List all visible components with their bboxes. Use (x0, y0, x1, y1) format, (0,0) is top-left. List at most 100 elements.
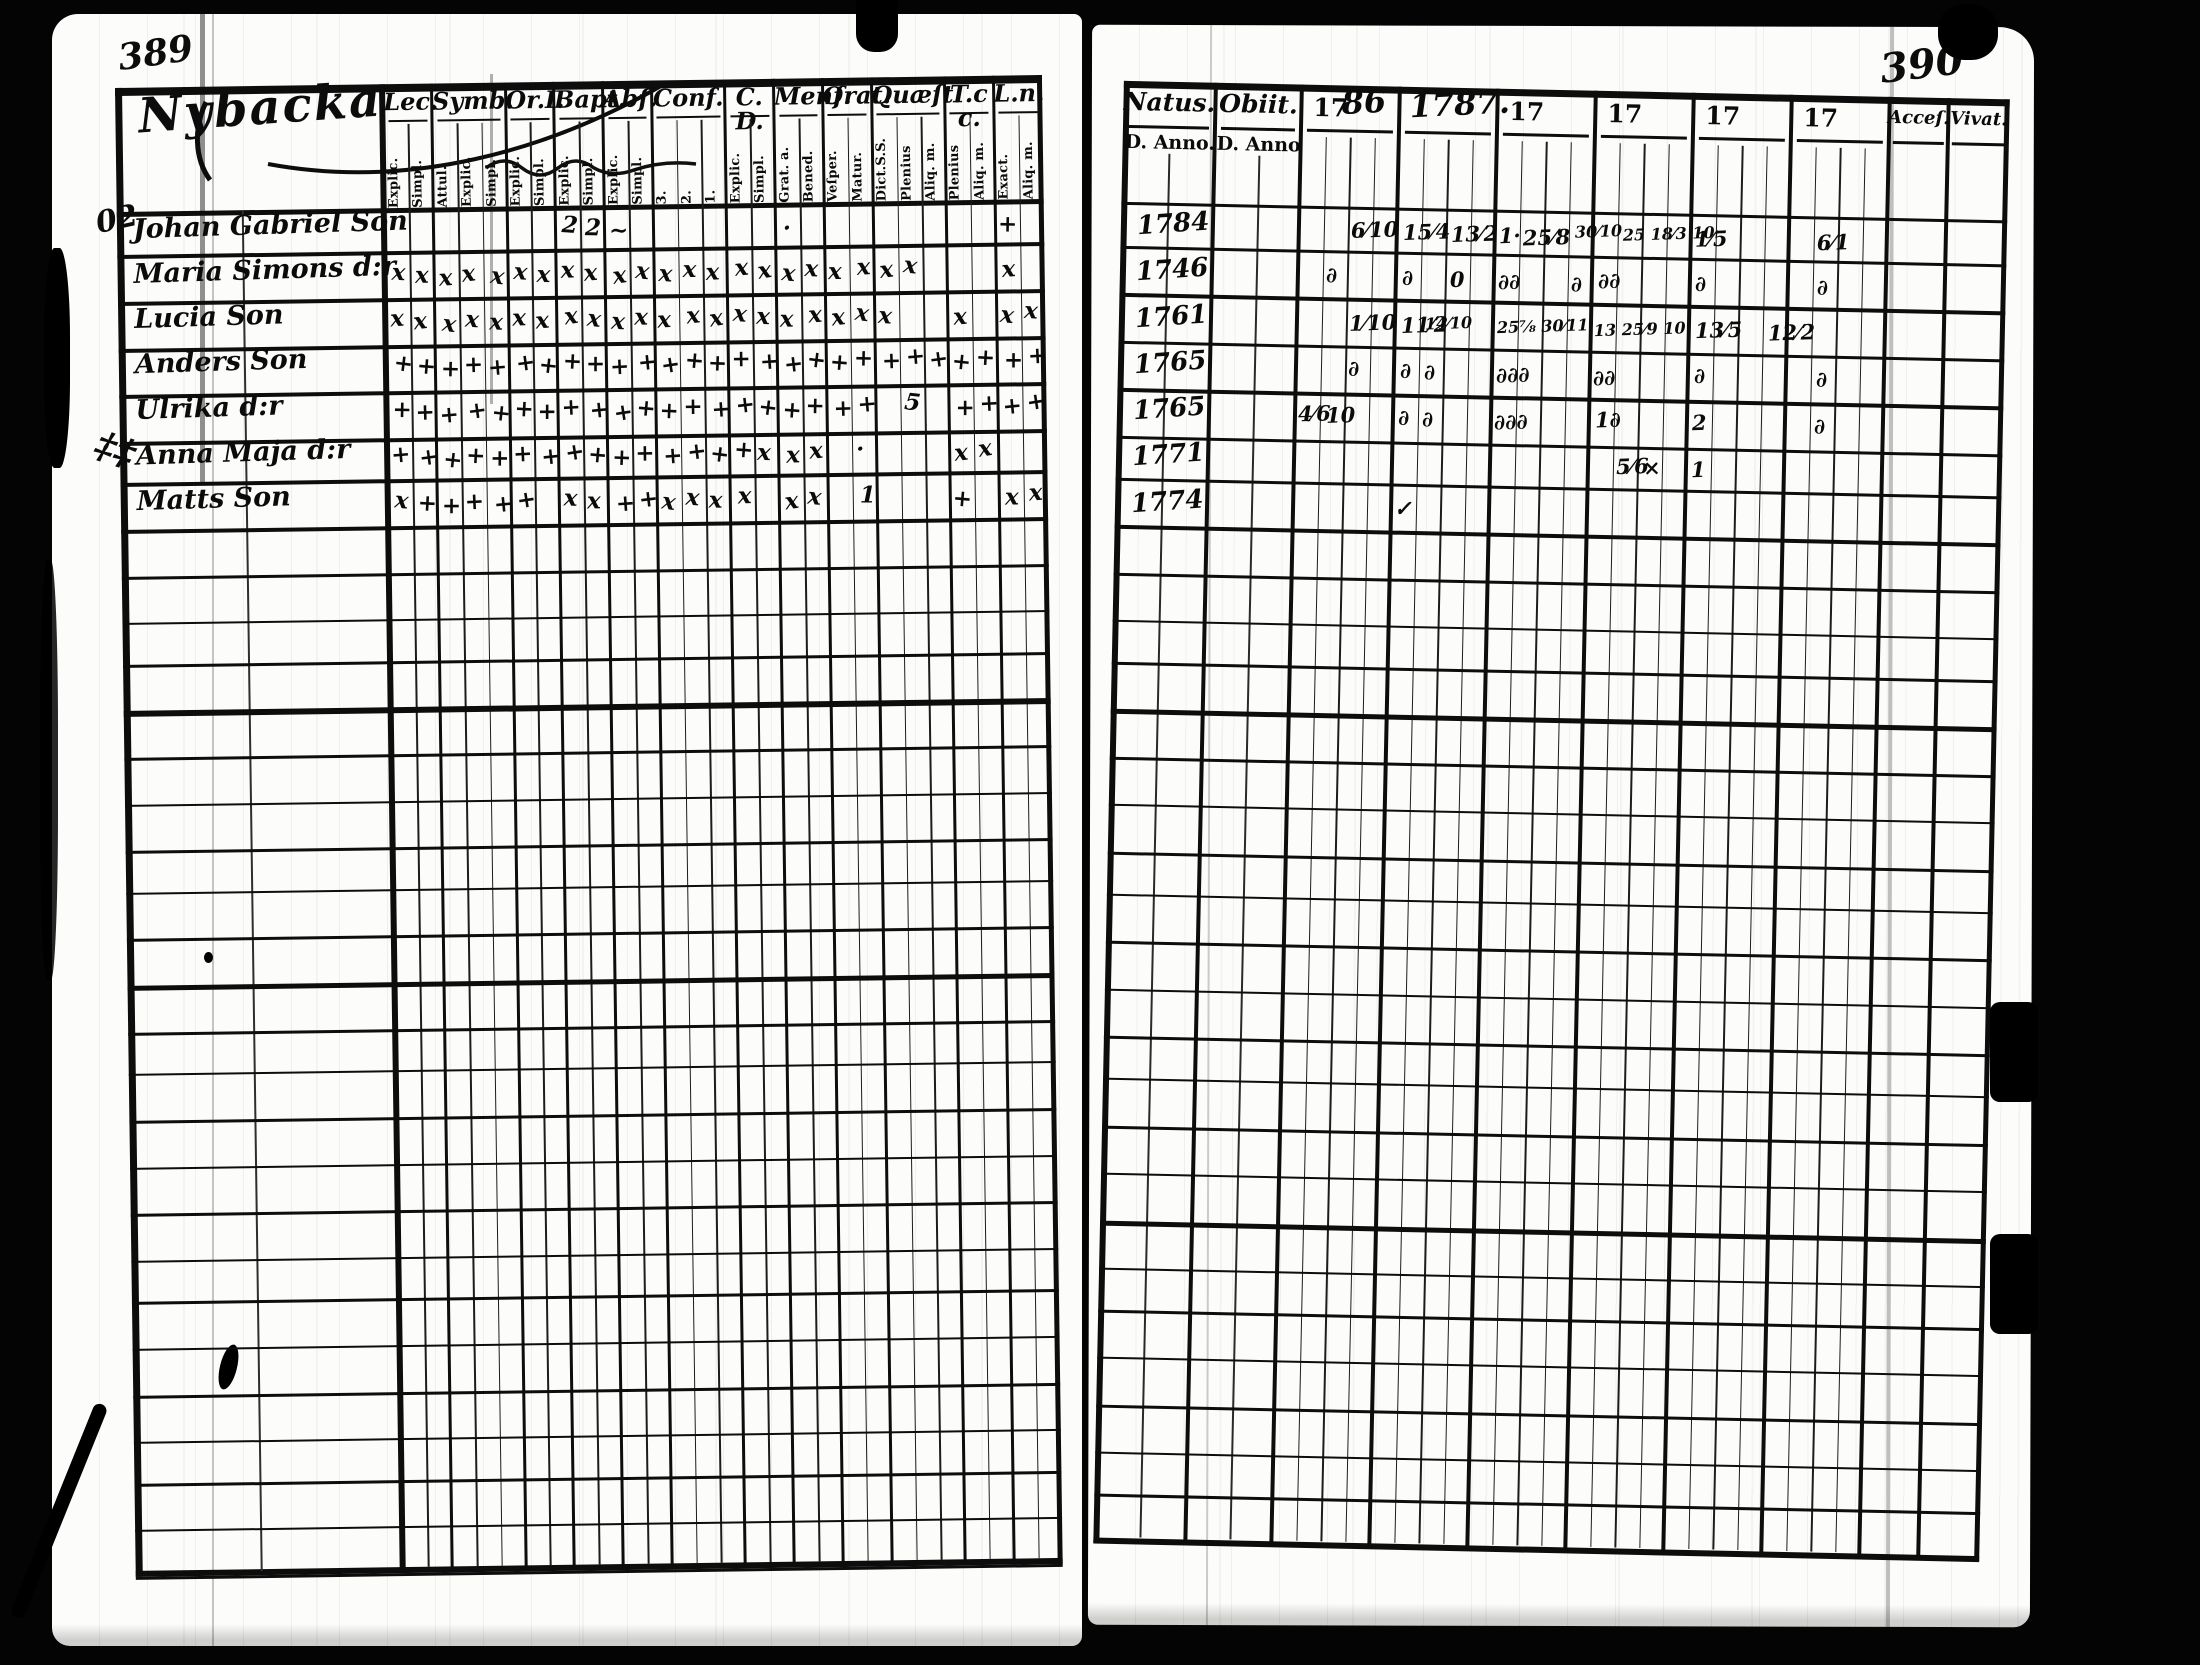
communion-mark: x (877, 301, 894, 330)
communion-mark: + (563, 437, 587, 467)
sub-header-label: Simpl. (752, 155, 768, 204)
column-header: Conf. (652, 82, 724, 113)
column-header: Acceſ. (1887, 106, 1950, 130)
communion-mark: + (438, 400, 460, 429)
sub-column-line (529, 122, 552, 1566)
edge-shadow-left (44, 248, 70, 468)
communion-mark: x (804, 255, 819, 283)
sub-column-line (676, 120, 699, 1564)
sub-header-label: Simpl. (483, 158, 500, 207)
sub-header-label: Explic. (605, 154, 622, 206)
communion-mark: + (489, 444, 510, 472)
sub-header-label: Bened. (800, 150, 817, 203)
communion-mark: x (705, 258, 721, 286)
column-header: Or.I. (505, 84, 565, 115)
record-mark: 1∂ (1594, 406, 1622, 433)
communion-mark: x (610, 261, 628, 290)
communion-mark: + (635, 439, 655, 467)
communion-mark: + (466, 395, 489, 425)
record-mark: ∂ (1397, 404, 1410, 431)
entry-name: Maria Simons d:r (133, 250, 397, 291)
column-header: Natus. (1123, 86, 1216, 118)
year-header-printed: 17 (1509, 96, 1545, 127)
communion-mark: x (391, 258, 406, 287)
header-underline (827, 113, 867, 117)
header-underline (656, 115, 721, 119)
sub-header-label: Explic. (508, 155, 524, 207)
row-line (1117, 387, 2004, 410)
header-underline (437, 118, 501, 122)
header-underline (608, 116, 647, 120)
record-mark: 13⁄5 (1694, 316, 1743, 343)
communion-mark: x (708, 486, 724, 514)
sub-column-line (407, 123, 430, 1567)
header-underline (1796, 138, 1883, 144)
record-mark: 0 (1449, 267, 1465, 293)
record-mark: 25⅞ 30⁄11 (1496, 314, 1589, 337)
sub-column-line (627, 120, 650, 1564)
communion-mark: x (684, 483, 701, 511)
sub-column-line (481, 122, 503, 1566)
communion-mark: 2 (560, 210, 579, 239)
record-mark: 6⁄1 (1815, 229, 1850, 256)
communion-mark: + (659, 396, 680, 425)
column-header: L.n. (993, 78, 1045, 108)
communion-mark: x (782, 486, 800, 515)
communion-mark: x (731, 299, 748, 328)
scan-streak (200, 14, 205, 484)
communion-mark: + (853, 344, 874, 372)
record-mark: ∂ (1421, 406, 1434, 432)
communion-mark: x (732, 253, 750, 282)
sub-header-label: Explic. (386, 157, 402, 209)
communion-mark: x (779, 259, 797, 288)
record-mark: ∂ (1812, 413, 1825, 439)
communion-mark: + (997, 209, 1018, 238)
row-line (1106, 893, 1993, 915)
sub-header-label: Plenius (947, 144, 964, 201)
communion-mark: + (759, 347, 781, 376)
record-mark: 25⁄8 (1521, 224, 1570, 251)
communion-mark: + (514, 348, 537, 378)
communion-mark: + (441, 491, 462, 519)
sub-column-line (896, 117, 918, 1560)
sub-header-label: 3. (654, 190, 671, 205)
header-underline (1404, 130, 1491, 136)
communion-mark: + (416, 352, 438, 381)
year-header-printed: 17 (1803, 103, 1839, 133)
communion-mark: + (955, 393, 976, 421)
row-line (1096, 1404, 1983, 1426)
communion-mark: + (856, 389, 878, 418)
sub-column-line (969, 116, 991, 1559)
header-underline (1220, 126, 1295, 132)
header-underline (876, 112, 940, 116)
header-underline (1306, 128, 1393, 134)
communion-mark: + (513, 394, 535, 423)
row-line (1099, 1267, 1985, 1289)
record-mark: 10 (1325, 402, 1356, 429)
binding-tab-top-center (856, 0, 898, 52)
row-line (1102, 1125, 1988, 1147)
communion-mark: x (488, 261, 506, 291)
communion-mark: + (463, 350, 484, 379)
frame-right (1974, 99, 2010, 1562)
sub-header-label: Simpl. (532, 158, 549, 207)
communion-mark: x (1004, 482, 1019, 511)
communion-mark: + (540, 442, 563, 471)
row-line (1098, 1309, 1985, 1332)
column-line (1759, 94, 1794, 1557)
birth-year: 1774 (1130, 484, 1205, 519)
sub-header-label: D. Anno (1216, 132, 1301, 157)
record-mark: 2 (1691, 409, 1707, 436)
communion-mark: x (657, 305, 673, 334)
sub-header-label: Aliq. m. (1020, 141, 1037, 200)
communion-mark: + (1001, 391, 1024, 420)
record-mark: ∂ (1401, 265, 1414, 291)
sub-header-label: 1. (703, 189, 719, 204)
sub-column-line (1018, 115, 1040, 1559)
scan-streak (490, 74, 493, 404)
record-mark: × (1642, 455, 1661, 481)
header-underline (998, 111, 1038, 114)
row-squiggle (484, 159, 697, 177)
column-line (1916, 98, 1951, 1560)
